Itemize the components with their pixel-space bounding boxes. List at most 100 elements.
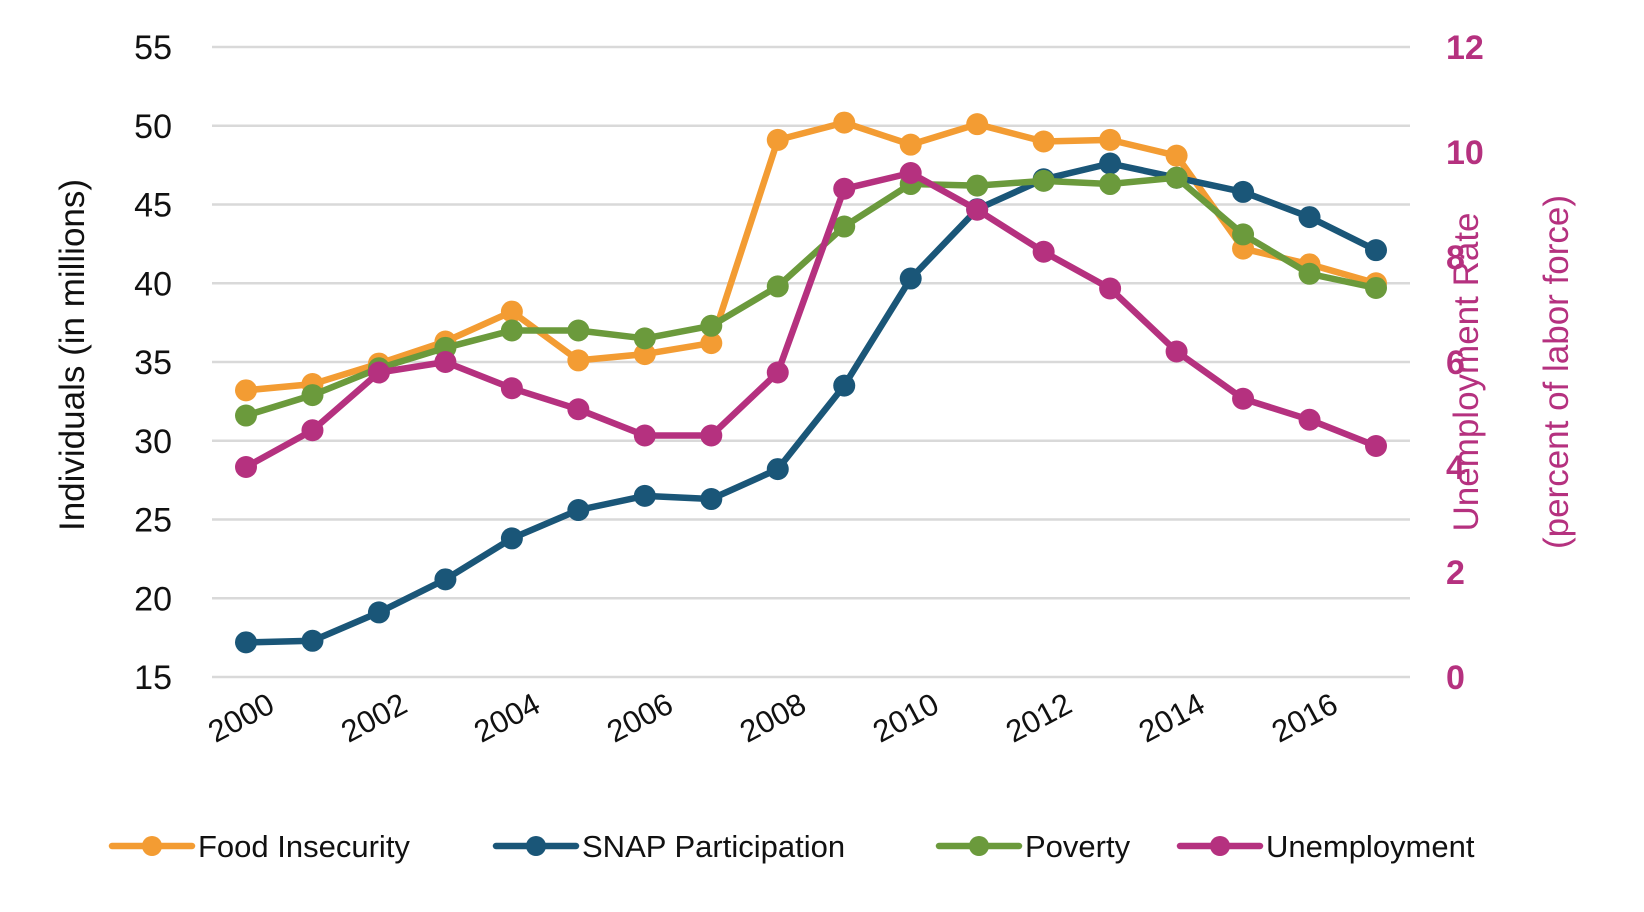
unemployment-point <box>1232 387 1255 410</box>
food-insecurity-point <box>1165 144 1188 167</box>
food-insecurity-point <box>833 111 856 134</box>
left-tick-label: 35 <box>134 344 172 382</box>
food-insecurity-point <box>899 133 922 156</box>
food-insecurity-point <box>235 379 257 402</box>
unemployment-point <box>567 398 590 421</box>
legend-label: Unemployment <box>1266 829 1475 864</box>
legend-swatch-marker <box>1210 836 1230 856</box>
x-tick-label: 2002 <box>335 686 412 749</box>
unemployment-point <box>500 377 523 400</box>
food-insecurity-point <box>1032 130 1055 153</box>
unemployment-point <box>633 424 656 447</box>
left-tick-label: 25 <box>134 502 172 540</box>
snap-participation-point <box>567 499 590 522</box>
snap-participation-point <box>367 601 390 624</box>
poverty-point <box>567 319 590 342</box>
unemployment-point <box>235 456 257 478</box>
x-tick-label: 2008 <box>734 686 811 749</box>
legend-label: Food Insecurity <box>198 829 410 864</box>
unemployment-line <box>242 169 1380 471</box>
food-insecurity-line <box>242 119 1380 394</box>
food-insecurity-point <box>1099 128 1122 151</box>
snap-participation-point <box>1099 152 1122 175</box>
x-tick-label: 2006 <box>601 686 678 749</box>
right-tick-label: 12 <box>1446 29 1484 67</box>
left-tick-label: 45 <box>134 187 172 225</box>
poverty-point <box>633 327 656 350</box>
snap-participation-point <box>1232 180 1255 203</box>
right-tick-label: 0 <box>1446 659 1465 697</box>
poverty-point <box>766 275 789 298</box>
unemployment-point <box>1032 240 1055 263</box>
poverty-point <box>1298 262 1321 285</box>
gridlines <box>212 45 1410 679</box>
food-insecurity-point <box>966 113 989 136</box>
left-tick-label: 50 <box>134 108 172 146</box>
unemployment-point <box>899 162 922 184</box>
food-insecurity-point <box>700 332 723 355</box>
legend-item-poverty: Poverty <box>935 829 1131 864</box>
x-tick-label: 2004 <box>468 686 545 749</box>
food-insecurity-point <box>500 300 523 323</box>
poverty-point <box>833 215 856 238</box>
left-tick-label: 15 <box>134 659 172 697</box>
unemployment-point <box>434 351 457 373</box>
left-axis-title: Individuals (in millions) <box>53 179 92 531</box>
right-axis-ticks: 12 10 8 6 4 2 0 <box>1446 29 1484 697</box>
snap-participation-point <box>1298 206 1321 229</box>
right-tick-label: 8 <box>1446 239 1465 277</box>
left-tick-label: 55 <box>134 29 172 67</box>
food-insecurity-point <box>567 349 590 372</box>
series-snap-participation <box>235 152 1387 654</box>
unemployment-point <box>966 198 989 221</box>
left-tick-label: 40 <box>134 265 172 303</box>
unemployment-point <box>766 361 789 384</box>
right-tick-label: 2 <box>1446 554 1465 592</box>
snap-participation-point <box>434 568 457 591</box>
poverty-point <box>500 319 523 342</box>
snap-participation-point <box>500 527 523 550</box>
left-tick-label: 30 <box>134 423 172 461</box>
poverty-point <box>966 174 989 197</box>
x-tick-label: 2010 <box>867 686 944 749</box>
poverty-point <box>1032 169 1055 192</box>
x-tick-label: 2014 <box>1133 686 1210 749</box>
snap-participation-point <box>1365 239 1387 262</box>
series-food-insecurity <box>235 111 1387 402</box>
snap-participation-point <box>301 629 324 652</box>
poverty-point <box>301 384 324 407</box>
legend: Food Insecurity SNAP Participation Poverty… <box>108 829 1475 864</box>
snap-participation-point <box>833 374 856 397</box>
left-axis-ticks: 55 50 45 40 35 30 25 20 15 <box>134 29 172 697</box>
unemployment-point <box>833 177 856 200</box>
food-insecurity-point <box>633 343 656 366</box>
right-tick-label: 6 <box>1446 344 1465 382</box>
legend-item-unemployment: Unemployment <box>1176 829 1475 864</box>
series-poverty <box>235 166 1387 427</box>
legend-label: SNAP Participation <box>582 829 845 864</box>
series-unemployment <box>235 162 1387 478</box>
x-tick-label: 2012 <box>1000 686 1077 749</box>
unemployment-point <box>700 424 723 447</box>
unemployment-point <box>1298 408 1321 431</box>
legend-swatch-marker <box>142 836 162 856</box>
poverty-line <box>242 174 1380 419</box>
right-axis-title-line2: (percent of labor force) <box>1537 195 1576 549</box>
legend-item-snap-participation: SNAP Participation <box>492 829 845 864</box>
x-tick-label: 2016 <box>1266 686 1343 749</box>
snap-participation-point <box>235 631 257 654</box>
right-tick-label: 10 <box>1446 134 1484 172</box>
unemployment-point <box>367 361 390 384</box>
legend-swatch-marker <box>526 836 546 856</box>
snap-participation-point <box>766 458 789 481</box>
unemployment-point <box>301 419 324 442</box>
snap-participation-point <box>899 267 922 290</box>
poverty-point <box>700 314 723 337</box>
poverty-point <box>1165 166 1188 189</box>
snap-participation-line <box>242 160 1380 646</box>
poverty-point <box>1365 276 1387 299</box>
legend-item-food-insecurity: Food Insecurity <box>108 829 410 864</box>
series-layer <box>235 111 1387 654</box>
x-tick-label: 2000 <box>202 686 279 749</box>
